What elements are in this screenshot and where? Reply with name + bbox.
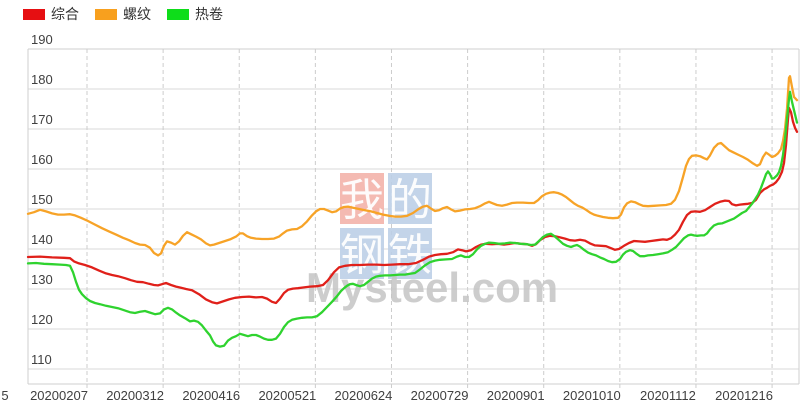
watermark-character: 钢 <box>340 231 384 280</box>
watermark-square <box>388 228 432 279</box>
legend-item-1[interactable]: 螺纹 <box>95 7 151 22</box>
x-axis-tick-label: 20200521 <box>258 388 316 403</box>
y-axis-tick-label: 170 <box>31 112 53 127</box>
legend-item-0[interactable]: 综合 <box>23 7 79 22</box>
x-axis-tick-label: 20201216 <box>715 388 773 403</box>
watermark-square <box>340 228 384 279</box>
legend-item-2[interactable]: 热卷 <box>167 7 223 22</box>
legend-swatch-icon <box>167 9 189 20</box>
x-axis-tick-label-partial: 5 <box>1 388 8 403</box>
y-axis-tick-label: 110 <box>31 352 52 367</box>
legend-label: 综合 <box>51 6 79 22</box>
legend-label: 热卷 <box>195 6 223 22</box>
series-line-0[interactable] <box>26 106 799 305</box>
y-axis-tick-label: 150 <box>31 192 53 207</box>
y-axis-tick-label: 180 <box>31 72 53 87</box>
x-axis-tick-label: 20200901 <box>487 388 545 403</box>
x-axis-tick-label: 20200729 <box>411 388 469 403</box>
x-axis-tick-label: 20200624 <box>335 388 393 403</box>
watermark-brand-text: Mysteel.com <box>306 264 558 311</box>
series-line-2[interactable] <box>26 90 799 348</box>
y-axis-tick-label: 160 <box>31 152 53 167</box>
x-axis-tick-label: 20200416 <box>182 388 240 403</box>
y-axis-tick-label: 130 <box>31 272 53 287</box>
x-axis-tick-label: 20200207 <box>30 388 88 403</box>
x-axis-tick-label: 20200312 <box>106 388 164 403</box>
y-axis-tick-label: 120 <box>31 312 53 327</box>
legend-swatch-icon <box>23 9 45 20</box>
series-line-1[interactable] <box>26 75 799 257</box>
legend-swatch-icon <box>95 9 117 20</box>
watermark-square <box>340 173 384 224</box>
y-axis-tick-label: 140 <box>31 232 53 247</box>
x-axis-tick-label: 20201010 <box>563 388 621 403</box>
watermark-character: 我 <box>340 176 384 225</box>
y-axis-tick-label: 190 <box>31 32 53 47</box>
legend-label: 螺纹 <box>123 6 151 22</box>
x-axis-tick-label: 20201112 <box>640 388 696 403</box>
chart-legend: 综合 螺纹 热卷 <box>23 7 239 22</box>
watermark-character: 铁 <box>388 231 432 280</box>
